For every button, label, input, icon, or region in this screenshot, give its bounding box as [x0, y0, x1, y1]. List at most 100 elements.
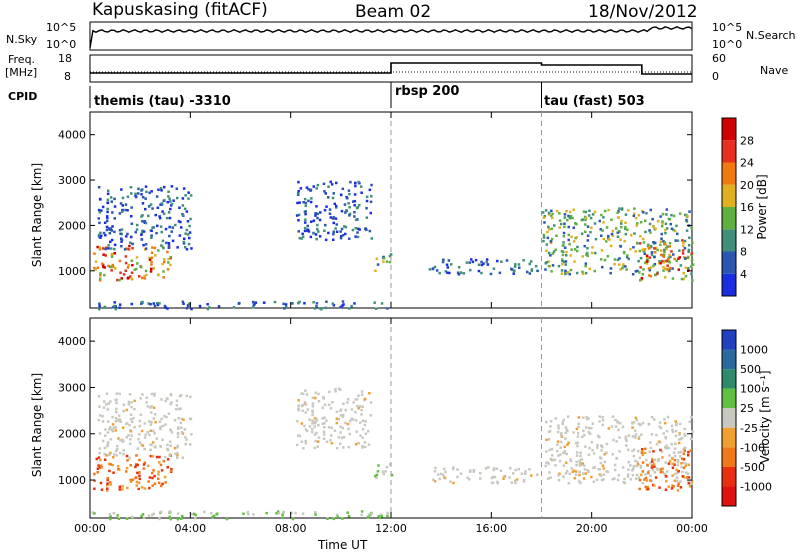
velocity-echo-cell: [649, 474, 652, 477]
velocity-echo-cell: [358, 405, 362, 408]
velocity-echo-cell: [584, 445, 587, 448]
power-echo-cell: [119, 232, 122, 235]
power-echo-cell: [551, 264, 555, 267]
power-echo-cell: [678, 256, 681, 259]
power-echo-cell: [284, 303, 288, 306]
power-echo-cell: [346, 197, 349, 200]
velocity-echo-cell: [570, 467, 573, 470]
power-echo-cell: [104, 254, 107, 257]
power-echo-cell: [643, 252, 646, 255]
nsearch-label: N.Search: [746, 29, 796, 42]
velocity-echo-cell: [665, 447, 668, 450]
velocity-echo-cell: [679, 450, 683, 454]
power-echo-cell: [315, 305, 318, 308]
velocity-echo-cell: [98, 405, 101, 408]
power-echo-cell: [575, 249, 579, 253]
velocity-echo-cell: [380, 515, 383, 518]
power-echo-cell: [637, 214, 640, 217]
velocity-echo-cell: [125, 436, 128, 439]
velocity-echo-cell: [321, 422, 325, 425]
velocity-echo-cell: [600, 478, 604, 482]
velocity-echo-cell: [96, 467, 100, 470]
velocity-echo-cell: [575, 463, 578, 467]
velocity-echo-cell: [108, 469, 111, 473]
velocity-echo-cell: [566, 415, 570, 418]
velocity-echo-cell: [149, 429, 152, 433]
velocity-echo-cell: [341, 415, 345, 418]
velocity-echo-cell: [643, 478, 646, 481]
velocity-echo-cell: [138, 419, 142, 423]
velocity-echo-cell: [680, 436, 684, 440]
velocity-echo-cell: [225, 517, 229, 521]
power-colorbar-frame: [721, 117, 737, 297]
power-echo-cell: [208, 306, 211, 309]
velocity-echo-cell: [143, 422, 146, 425]
velocity-echo-cell: [122, 409, 125, 413]
power-echo-cell: [353, 211, 356, 214]
power-echo-cell: [339, 236, 343, 240]
velocity-echo-cell: [347, 427, 350, 431]
velocity-echo-cell: [173, 446, 177, 450]
power-echo-cell: [120, 210, 124, 213]
velocity-echo-cell: [670, 487, 674, 490]
power-echo-cell: [353, 199, 357, 203]
power-echo-cell: [348, 192, 351, 196]
velocity-echo-cell: [136, 471, 139, 475]
velocity-echo-cell: [659, 448, 662, 452]
power-echo-cell: [120, 240, 123, 243]
power-echo-cell: [639, 279, 642, 282]
velocity-echo-cell: [139, 413, 143, 417]
power-echo-cell: [174, 223, 177, 227]
power-echo-cell: [335, 230, 339, 233]
velocity-echo-cell: [580, 463, 583, 467]
power-echo-cell: [166, 268, 170, 271]
velocity-echo-cell: [592, 452, 596, 455]
velocity-echo-cell: [300, 422, 304, 425]
power-echo-cell: [620, 207, 624, 210]
velocity-echo-cell: [111, 423, 115, 426]
power-echo-cell: [106, 192, 110, 196]
power-echo-cell: [133, 268, 136, 271]
power-echo-cell: [316, 212, 319, 216]
power-echo-cell: [563, 225, 566, 229]
velocity-echo-cell: [105, 489, 109, 492]
velocity-echo-cell: [578, 459, 581, 462]
velocity-echo-cell: [99, 458, 102, 462]
velocity-echo-cell: [149, 454, 153, 458]
velocity-echo-cell: [313, 417, 317, 420]
velocity-echo-cell: [298, 434, 301, 438]
velocity-echo-cell: [618, 450, 621, 453]
power-echo-cell: [150, 229, 153, 233]
velocity-echo-cell: [683, 434, 687, 437]
velocity-echo-cell: [553, 458, 557, 462]
velocity-echo-cell: [185, 394, 188, 398]
velocity-echo-cell: [157, 481, 161, 485]
velocity-echo-cell: [311, 413, 314, 417]
velocity-echo-cell: [638, 487, 641, 491]
velocity-echo-cell: [129, 418, 133, 421]
power-echo-cell: [148, 205, 151, 208]
power-echo-cell: [661, 220, 664, 223]
velocity-echo-cell: [297, 399, 300, 402]
power-echo-cell: [447, 259, 451, 262]
velocity-echo-cell: [242, 512, 245, 515]
power-echo-cell: [166, 200, 169, 204]
velocity-echo-cell: [360, 513, 363, 517]
power-echo-cell: [98, 246, 102, 249]
velocity-echo-cell: [623, 477, 626, 481]
power-echo-cell: [315, 187, 318, 190]
velocity-echo-cell: [556, 440, 560, 443]
velocity-echo-cell: [101, 420, 105, 423]
velocity-echo-cell: [164, 481, 167, 484]
velocity-echo-cell: [143, 447, 146, 451]
power-echo-cell: [667, 258, 670, 261]
velocity-echo-cell: [588, 446, 591, 450]
power-echo-cell: [550, 237, 554, 241]
power-colorbar-swatch: [722, 251, 736, 274]
power-echo-cell: [587, 214, 591, 217]
velocity-echo-cell: [339, 425, 342, 428]
power-echo-cell: [651, 217, 654, 221]
velocity-echo-cell: [152, 429, 155, 432]
power-echo-cell: [544, 268, 547, 271]
velocity-echo-cell: [636, 463, 640, 466]
